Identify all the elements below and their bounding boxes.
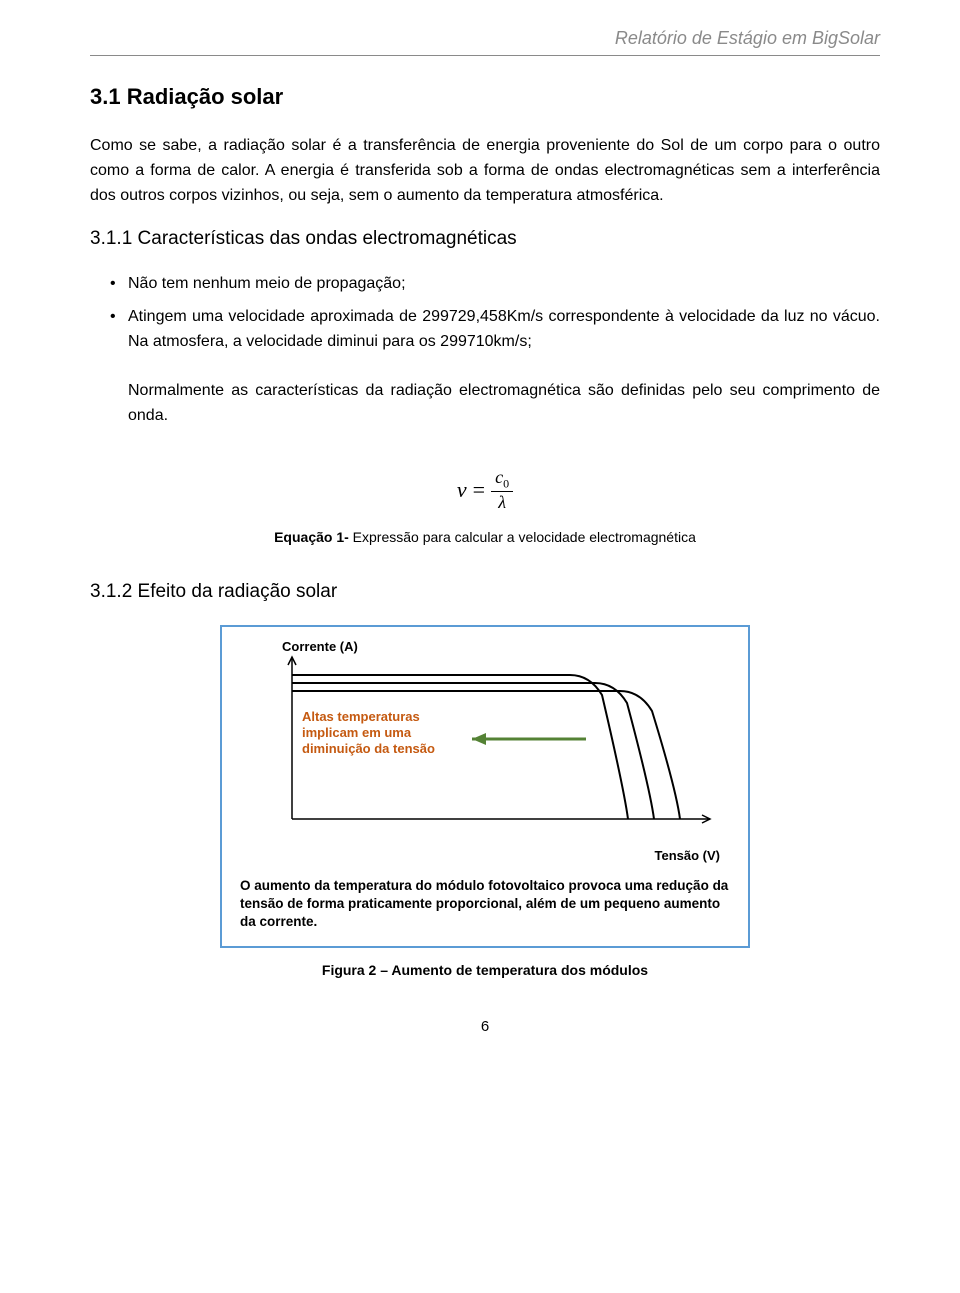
chart-annotation: Altas temperaturas implicam em uma dimin… (302, 709, 462, 758)
equation-caption-text: Expressão para calcular a velocidade ele… (349, 529, 696, 545)
eq-num-sub: 0 (503, 477, 509, 491)
eq-numerator: c (495, 467, 503, 487)
chart-y-label: Corrente (A) (282, 639, 358, 654)
page-header: Relatório de Estágio em BigSolar (90, 28, 880, 55)
bullet-list: Não tem nenhum meio de propagação; Ating… (90, 272, 880, 354)
page-number: 6 (90, 1018, 880, 1035)
eq-lhs: v (457, 477, 467, 503)
section-3-1-2-title: 3.1.2 Efeito da radiação solar (90, 581, 880, 603)
header-rule (90, 55, 880, 56)
eq-fraction: c0 λ (491, 468, 513, 511)
section-3-1-1-title: 3.1.1 Características das ondas electrom… (90, 228, 880, 250)
section-3-1-paragraph: Como se sabe, a radiação solar é a trans… (90, 134, 880, 208)
section-3-1-title: 3.1 Radiação solar (90, 84, 880, 110)
list-item: Atingem uma velocidade aproximada de 299… (110, 305, 880, 355)
equation-caption-label: Equação 1- (274, 529, 349, 545)
eq-sign: = (473, 477, 485, 503)
equation-caption: Equação 1- Expressão para calcular a vel… (90, 529, 880, 545)
iv-curve-chart: Corrente (A) Altas temperaturas implicam… (240, 641, 730, 861)
chart-x-label: Tensão (V) (655, 848, 721, 863)
list-item: Não tem nenhum meio de propagação; (110, 272, 880, 297)
figure-2-caption: Figura 2 – Aumento de temperatura dos mó… (90, 962, 880, 978)
eq-denominator: λ (498, 492, 506, 511)
equation-1: v = c0 λ (90, 468, 880, 511)
figure-description: O aumento da temperatura do módulo fotov… (240, 877, 730, 932)
bullet-continuation: Normalmente as características da radiaç… (90, 379, 880, 429)
figure-2-box: Corrente (A) Altas temperaturas implicam… (220, 625, 750, 948)
